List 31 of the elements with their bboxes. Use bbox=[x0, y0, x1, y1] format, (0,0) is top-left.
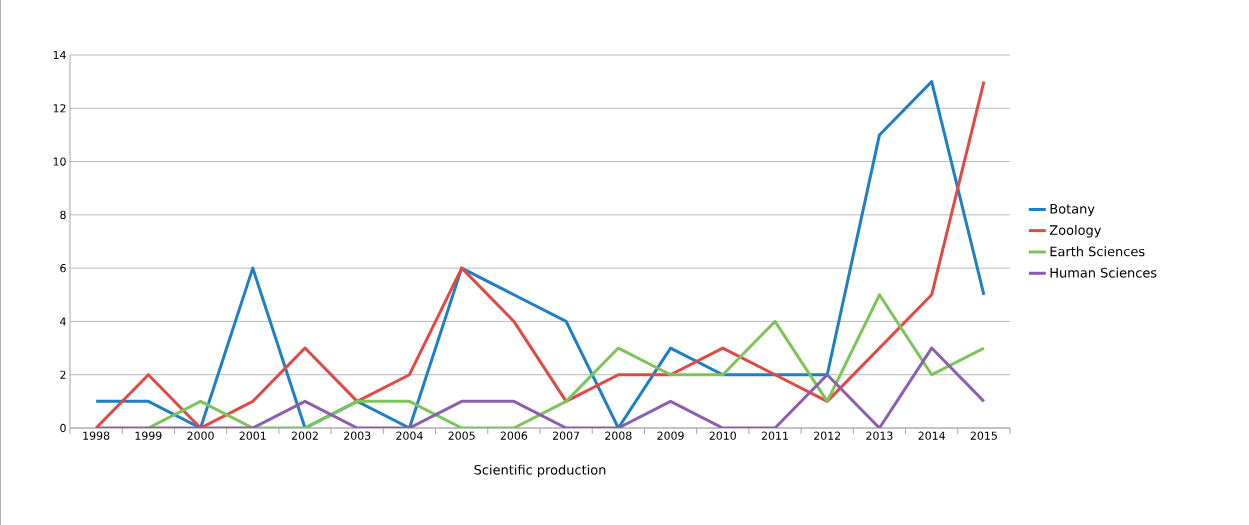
x-tick-label: 2005 bbox=[448, 431, 475, 440]
x-tick-label: 2013 bbox=[866, 431, 893, 440]
y-tick-label: 14 bbox=[53, 51, 66, 59]
x-tick-label: 2009 bbox=[657, 431, 684, 440]
legend-label: Earth Sciences bbox=[1050, 246, 1145, 257]
x-tick-label: 1999 bbox=[135, 431, 162, 440]
x-tick-label: 2011 bbox=[761, 431, 788, 440]
y-tick-label: 6 bbox=[60, 264, 66, 273]
y-tick-label: 10 bbox=[53, 157, 66, 166]
x-tick-label: 1998 bbox=[83, 431, 110, 440]
y-tick-label: 4 bbox=[60, 317, 66, 326]
x-tick-label: 2014 bbox=[918, 431, 945, 440]
x-tick-label: 2015 bbox=[970, 431, 997, 440]
y-tick-label: 8 bbox=[60, 210, 66, 219]
x-tick-label: 2007 bbox=[552, 431, 580, 440]
x-tick-label: 2003 bbox=[344, 431, 371, 440]
y-tick-label: 2 bbox=[60, 370, 66, 379]
x-tick-label: 2010 bbox=[709, 431, 736, 440]
x-tick-label: 2000 bbox=[187, 431, 214, 440]
x-tick-label: 2001 bbox=[239, 431, 266, 440]
x-tick-label: 2006 bbox=[500, 431, 528, 440]
y-tick-label: 0 bbox=[60, 423, 66, 433]
x-tick-label: 2008 bbox=[605, 431, 632, 440]
x-tick-label: 2004 bbox=[396, 431, 423, 440]
y-tick-label: 12 bbox=[53, 104, 66, 113]
legend-label: Zoology bbox=[1049, 224, 1102, 238]
x-tick-label: 2012 bbox=[814, 431, 841, 440]
x-axis-title: Scientific production bbox=[474, 464, 606, 478]
legend-label: Human Sciences bbox=[1050, 267, 1157, 278]
legend-label: Botany bbox=[1050, 204, 1095, 217]
x-tick-label: 2002 bbox=[291, 431, 318, 440]
